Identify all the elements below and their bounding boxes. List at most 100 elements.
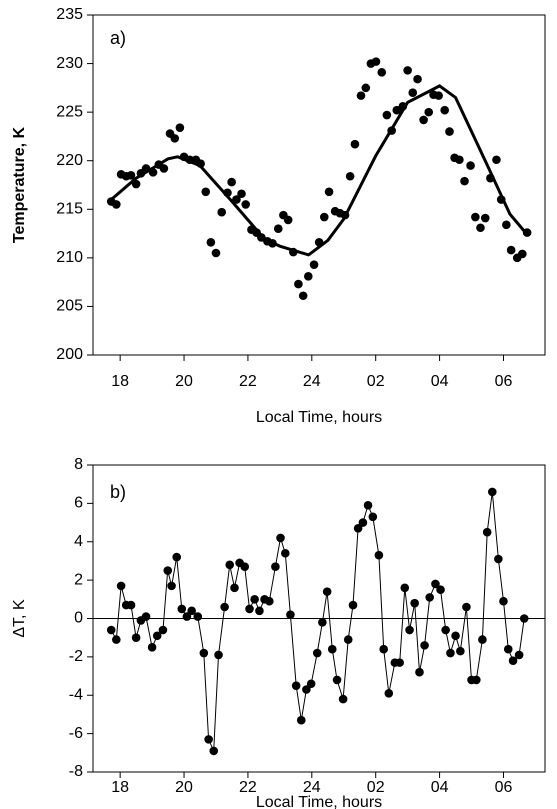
data-point bbox=[363, 500, 373, 510]
data-point bbox=[159, 164, 169, 173]
data-point bbox=[420, 641, 429, 650]
y-tick-label: -6 bbox=[69, 725, 83, 742]
x-tick-label: 18 bbox=[111, 779, 129, 796]
data-point bbox=[147, 642, 157, 652]
data-point bbox=[314, 238, 324, 247]
data-point bbox=[241, 200, 250, 209]
data-point bbox=[408, 88, 418, 98]
data-point bbox=[170, 134, 180, 143]
x-tick-label: 20 bbox=[175, 373, 193, 390]
data-point bbox=[403, 66, 412, 75]
data-point bbox=[332, 675, 342, 685]
data-point bbox=[158, 625, 168, 635]
data-point bbox=[519, 614, 529, 623]
data-point bbox=[148, 168, 158, 177]
data-point bbox=[288, 247, 298, 257]
fit-line bbox=[110, 84, 529, 257]
data-point bbox=[472, 675, 481, 685]
y-tick-label: 2 bbox=[74, 571, 83, 588]
data-point bbox=[451, 631, 460, 641]
data-point bbox=[230, 583, 239, 593]
data-point bbox=[106, 625, 116, 635]
data-point bbox=[309, 260, 319, 269]
data-point bbox=[377, 68, 387, 77]
data-point bbox=[379, 644, 388, 654]
x-tick-label: 20 bbox=[175, 779, 193, 796]
data-point bbox=[478, 635, 487, 644]
data-point bbox=[116, 581, 126, 591]
data-point bbox=[220, 602, 229, 612]
x-tick-label: 02 bbox=[367, 779, 385, 796]
data-point bbox=[440, 105, 449, 115]
data-point bbox=[237, 189, 246, 199]
data-point bbox=[286, 610, 295, 619]
data-point bbox=[201, 187, 211, 197]
x-axis-title: Local Time, hours bbox=[256, 794, 382, 809]
data-point bbox=[280, 548, 290, 558]
x-tick-label: 22 bbox=[239, 373, 257, 390]
data-point bbox=[340, 210, 350, 220]
data-point bbox=[496, 195, 506, 204]
data-point bbox=[225, 560, 235, 570]
data-point bbox=[345, 171, 355, 181]
y-tick-label: 215 bbox=[56, 201, 83, 218]
data-point bbox=[177, 604, 187, 614]
data-point bbox=[368, 512, 378, 522]
data-point bbox=[434, 91, 443, 100]
data-point bbox=[223, 188, 232, 198]
data-point bbox=[131, 179, 141, 189]
data-point bbox=[441, 625, 450, 635]
data-point bbox=[455, 155, 464, 165]
data-point bbox=[494, 554, 503, 564]
data-point bbox=[283, 215, 293, 225]
x-tick-label: 04 bbox=[431, 373, 449, 390]
data-point bbox=[471, 212, 480, 222]
data-point bbox=[240, 562, 250, 571]
data-point bbox=[358, 518, 368, 527]
data-point bbox=[303, 272, 313, 281]
y-tick-label: -2 bbox=[69, 648, 83, 665]
y-axis-title: ΔT, K bbox=[11, 599, 28, 638]
data-point bbox=[350, 139, 360, 149]
data-point bbox=[298, 291, 308, 301]
data-point bbox=[126, 170, 136, 180]
panel-label: a) bbox=[110, 28, 126, 48]
data-point bbox=[508, 656, 518, 666]
data-point bbox=[232, 195, 241, 204]
plot-frame bbox=[92, 14, 546, 356]
data-point bbox=[384, 689, 394, 698]
x-tick-label: 06 bbox=[495, 373, 513, 390]
data-point bbox=[395, 658, 404, 667]
data-point bbox=[506, 245, 516, 255]
data-point bbox=[492, 155, 501, 165]
data-point bbox=[209, 746, 219, 756]
data-point bbox=[324, 187, 334, 197]
data-point bbox=[206, 238, 216, 247]
data-point bbox=[227, 177, 236, 187]
data-point bbox=[462, 602, 471, 612]
data-point bbox=[327, 644, 337, 654]
data-point bbox=[255, 606, 264, 616]
x-tick-label: 18 bbox=[111, 373, 129, 390]
data-point bbox=[415, 667, 424, 677]
data-point bbox=[163, 566, 173, 575]
data-point bbox=[196, 159, 205, 168]
data-point bbox=[361, 83, 371, 93]
data-point bbox=[476, 223, 485, 233]
data-point bbox=[318, 618, 327, 627]
data-point bbox=[480, 213, 490, 223]
data-point bbox=[503, 644, 513, 654]
x-axis-title: Local Time, hours bbox=[256, 409, 382, 426]
data-point bbox=[199, 648, 209, 658]
data-point bbox=[419, 115, 428, 125]
data-point bbox=[424, 107, 434, 117]
data-point bbox=[250, 595, 259, 604]
data-point bbox=[217, 207, 227, 217]
data-point bbox=[371, 57, 381, 66]
data-point bbox=[348, 600, 358, 610]
data-line bbox=[110, 491, 525, 752]
data-point bbox=[265, 596, 274, 606]
panel-label: b) bbox=[110, 482, 126, 502]
data-point bbox=[245, 604, 254, 614]
